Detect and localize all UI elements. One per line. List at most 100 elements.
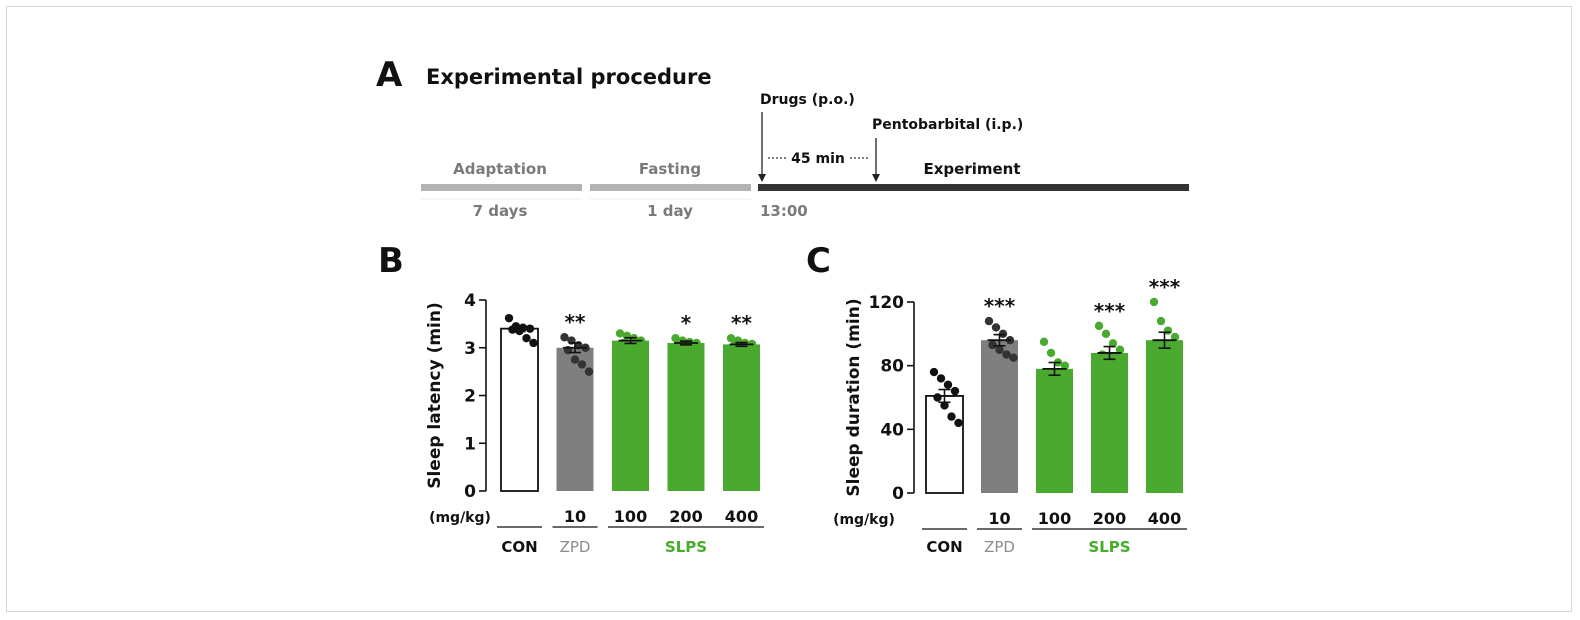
- dose-tick-label: 10: [564, 507, 586, 526]
- data-point: [1112, 364, 1121, 374]
- pentobarbital-label: Pentobarbital (i.p.): [872, 117, 1023, 133]
- bar-con: [500, 327, 539, 492]
- significance-marker: ***: [984, 294, 1016, 318]
- experiment-start-time: 13:00: [760, 202, 808, 220]
- data-point: [984, 316, 994, 326]
- group-label-con: CON: [926, 538, 962, 556]
- data-point: [1057, 382, 1066, 391]
- data-point: [947, 412, 956, 421]
- significance-marker: **: [565, 310, 586, 334]
- data-point: [1050, 374, 1059, 383]
- data-point: [1039, 337, 1049, 346]
- phase-adaptation-duration: 7 days: [473, 202, 528, 220]
- data-point: [570, 355, 580, 364]
- data-point: [950, 386, 960, 396]
- y-axis-label: Sleep latency (min): [425, 302, 445, 489]
- data-point: [1108, 339, 1118, 348]
- y-tick-label: 1: [464, 434, 476, 454]
- data-point: [615, 329, 625, 338]
- data-point: [1115, 345, 1125, 354]
- data-point: [640, 353, 649, 362]
- data-point: [508, 325, 517, 334]
- y-axis-label: Sleep duration (min): [844, 298, 864, 496]
- data-point: [940, 401, 949, 410]
- data-point: [726, 334, 736, 343]
- bar-zpd-10: [981, 340, 1018, 493]
- y-tick-label: 3: [464, 339, 476, 359]
- phase-experiment-label: Experiment: [923, 160, 1020, 178]
- dose-tick-label: 200: [669, 507, 702, 526]
- bar-slps-100: [1036, 368, 1073, 493]
- phase-adaptation-label: Adaptation: [453, 160, 547, 178]
- bar-con: [925, 395, 964, 494]
- significance-marker: ***: [1094, 299, 1126, 323]
- data-point: [1167, 351, 1176, 361]
- panel-c-letter: C: [806, 241, 831, 281]
- group-label-con: CON: [501, 538, 537, 556]
- dose-tick-label: 400: [1148, 509, 1181, 528]
- group-label-zpd: ZPD: [560, 538, 591, 556]
- data-point: [1046, 348, 1056, 358]
- dose-tick-label: 100: [614, 507, 647, 526]
- bar-slps-100: [612, 340, 649, 491]
- panel-b-axes: 0 1 2 3 4 Sleep latency (min): [425, 291, 487, 502]
- drugs-label: Drugs (p.o.): [760, 92, 855, 108]
- group-label-slps: SLPS: [1088, 538, 1130, 556]
- data-point: [943, 380, 953, 389]
- data-point: [1174, 361, 1183, 370]
- bar-slps-400: [723, 344, 760, 491]
- data-point: [584, 367, 594, 376]
- dose-unit-label: (mg/kg): [833, 512, 895, 528]
- phase-experiment-bar: [758, 184, 1189, 191]
- significance-marker: ***: [1149, 275, 1181, 299]
- y-tick-label: 2: [464, 387, 476, 407]
- interval-label: 45 min: [791, 151, 845, 167]
- panel-b-points: [504, 313, 760, 376]
- drugs-arrow-head: [758, 174, 766, 182]
- data-point: [1156, 316, 1166, 326]
- panel-c-points: [929, 297, 1183, 428]
- data-point: [936, 374, 946, 383]
- data-point: [751, 347, 760, 356]
- dose-tick-label: 100: [1038, 509, 1071, 528]
- panel-a-title: Experimental procedure: [426, 65, 712, 89]
- data-point: [1098, 350, 1107, 359]
- data-point: [1009, 353, 1018, 362]
- data-point: [1119, 371, 1128, 380]
- data-point: [933, 393, 942, 402]
- data-point: [1002, 350, 1011, 359]
- data-point: [1170, 332, 1180, 342]
- data-point: [1149, 297, 1159, 307]
- y-tick-label: 80: [880, 357, 904, 377]
- panel-b-letter: B: [378, 241, 404, 281]
- data-point: [929, 367, 939, 377]
- dose-tick-label: 10: [988, 509, 1010, 528]
- phase-fasting-label: Fasting: [639, 160, 701, 178]
- data-point: [1060, 361, 1070, 370]
- data-point: [529, 338, 538, 348]
- y-tick-label: 40: [880, 420, 904, 440]
- data-point: [560, 333, 569, 342]
- data-point: [626, 345, 635, 355]
- data-point: [522, 334, 531, 343]
- phase-fasting-duration: 1 day: [647, 202, 693, 220]
- data-point: [954, 418, 963, 428]
- y-tick-label: 0: [892, 484, 904, 504]
- data-point: [1101, 329, 1111, 339]
- data-point: [988, 340, 997, 350]
- data-point: [1094, 321, 1104, 331]
- panel-b-bars: [500, 327, 760, 492]
- group-label-slps: SLPS: [665, 538, 707, 556]
- figure-frame: [6, 6, 1572, 612]
- significance-marker: *: [681, 311, 692, 335]
- y-tick-label: 4: [464, 291, 476, 311]
- data-point: [995, 345, 1004, 354]
- data-point: [504, 313, 514, 323]
- panel-a-letter: A: [376, 55, 403, 95]
- dose-unit-label: (mg/kg): [429, 510, 491, 526]
